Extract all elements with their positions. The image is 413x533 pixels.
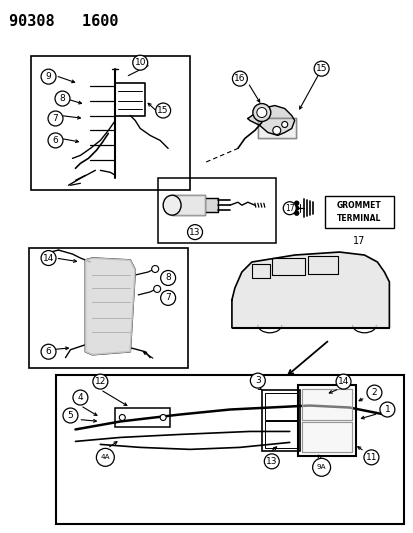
Text: GROMMET: GROMMET [336, 201, 381, 209]
Circle shape [313, 61, 328, 76]
Circle shape [294, 206, 298, 210]
Circle shape [160, 415, 166, 421]
Circle shape [263, 454, 279, 469]
Circle shape [187, 224, 202, 240]
Circle shape [48, 111, 63, 126]
Bar [158, 179, 275, 243]
Text: 14: 14 [43, 254, 54, 263]
Text: 13: 13 [266, 457, 277, 466]
Circle shape [294, 211, 298, 215]
Circle shape [41, 344, 56, 359]
Circle shape [96, 448, 114, 466]
Circle shape [232, 71, 247, 86]
Text: 90308   1600: 90308 1600 [9, 14, 118, 29]
Text: 17: 17 [352, 236, 365, 246]
Bar [28, 248, 188, 368]
Bar [55, 375, 404, 524]
Text: 7: 7 [165, 293, 171, 302]
Text: 10: 10 [134, 58, 146, 67]
Circle shape [93, 374, 107, 389]
Bar [115, 408, 170, 427]
Polygon shape [231, 252, 389, 328]
Polygon shape [247, 106, 294, 135]
Text: 17: 17 [284, 204, 294, 213]
Circle shape [119, 415, 125, 421]
Polygon shape [301, 389, 351, 421]
Text: 5: 5 [67, 411, 73, 420]
Circle shape [252, 103, 270, 122]
Circle shape [41, 69, 56, 84]
Circle shape [41, 251, 56, 265]
Bar [264, 393, 296, 421]
Text: 8: 8 [59, 94, 65, 103]
Polygon shape [172, 195, 204, 215]
Text: TERMINAL: TERMINAL [337, 214, 381, 223]
Bar [264, 422, 296, 448]
Circle shape [133, 55, 147, 70]
Circle shape [63, 408, 78, 423]
Circle shape [153, 286, 160, 293]
Text: 16: 16 [234, 74, 245, 83]
Text: 1: 1 [384, 405, 389, 414]
Circle shape [160, 270, 175, 286]
Text: 15: 15 [157, 106, 169, 115]
Text: 3: 3 [254, 376, 260, 385]
Text: 6: 6 [45, 347, 51, 356]
Circle shape [294, 201, 298, 205]
Text: 6: 6 [52, 136, 58, 145]
Circle shape [155, 103, 170, 118]
Bar [261, 390, 299, 451]
Text: 9A: 9A [316, 464, 325, 470]
Circle shape [256, 108, 266, 117]
Bar [297, 385, 355, 456]
Text: 9: 9 [45, 72, 51, 81]
Circle shape [250, 373, 265, 388]
Text: 4A: 4A [100, 454, 110, 461]
Circle shape [151, 265, 158, 272]
Polygon shape [204, 198, 217, 212]
Circle shape [281, 122, 287, 127]
Bar [301, 423, 351, 453]
Ellipse shape [163, 195, 180, 215]
Circle shape [335, 374, 350, 389]
Text: 2: 2 [371, 388, 376, 397]
Text: 4: 4 [77, 393, 83, 402]
Text: 11: 11 [365, 453, 376, 462]
Circle shape [363, 450, 378, 465]
Text: 12: 12 [95, 377, 106, 386]
Circle shape [73, 390, 88, 405]
Text: 14: 14 [337, 377, 349, 386]
Polygon shape [85, 258, 135, 354]
Polygon shape [257, 118, 295, 139]
Bar [324, 196, 394, 228]
Circle shape [160, 290, 175, 305]
Circle shape [379, 402, 394, 417]
Text: 15: 15 [315, 64, 327, 73]
Polygon shape [301, 423, 351, 453]
Circle shape [55, 91, 70, 106]
Circle shape [282, 201, 295, 215]
Circle shape [366, 385, 381, 400]
Circle shape [272, 126, 280, 134]
Text: 8: 8 [165, 273, 171, 282]
Text: 13: 13 [189, 228, 200, 237]
Text: 7: 7 [52, 114, 58, 123]
Bar [301, 389, 351, 421]
Circle shape [312, 458, 330, 477]
Circle shape [48, 133, 63, 148]
Bar [31, 56, 190, 190]
